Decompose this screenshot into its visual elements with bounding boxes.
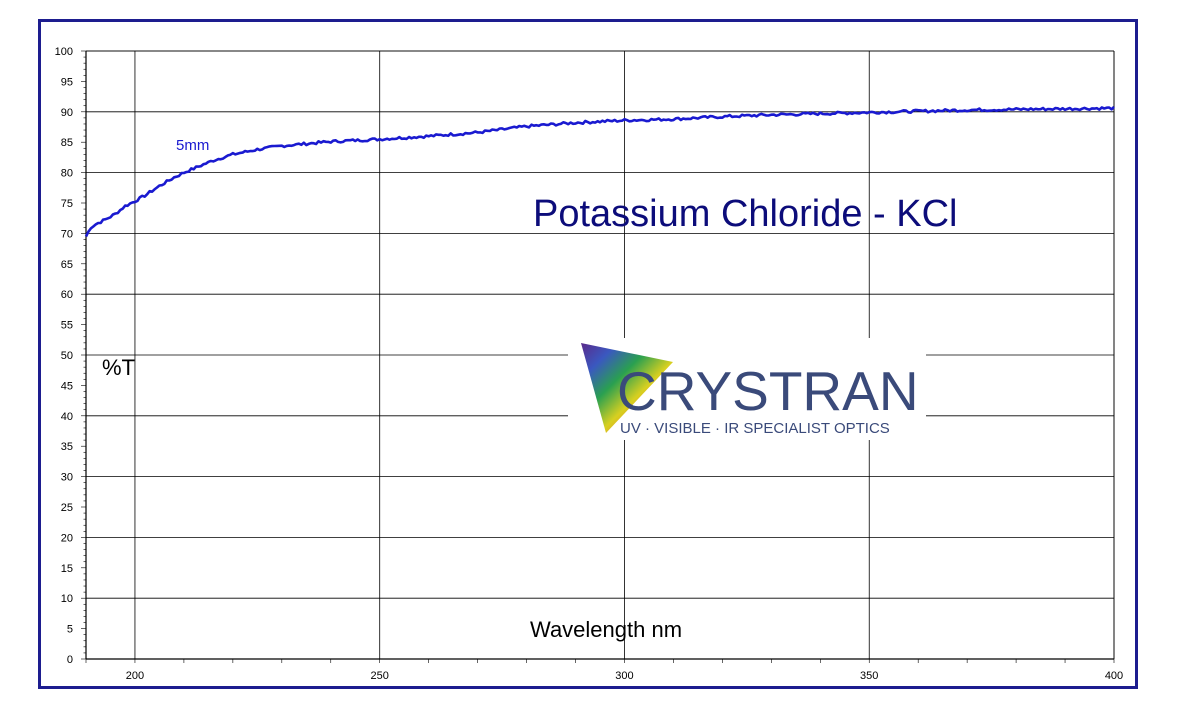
y-tick-label: 100 <box>55 46 73 58</box>
series-5mm-line <box>84 105 1115 238</box>
y-tick-label: 75 <box>61 198 73 210</box>
x-tick-labels: 200 250 300 350 400 <box>126 670 1123 682</box>
y-tick-label: 10 <box>61 593 73 605</box>
y-tick-labels: 0 5 10 15 20 25 30 35 40 45 50 55 60 65 70 75 80 85 90 95 10… <box>55 46 73 666</box>
y-tick-label: 15 <box>61 563 73 575</box>
y-tick-label: 5 <box>67 624 73 636</box>
logo-name: CRYSTRAN <box>617 360 919 422</box>
x-tick-label: 400 <box>1105 670 1123 682</box>
series-label-5mm: 5mm <box>176 137 209 154</box>
y-tick-label: 55 <box>61 320 73 332</box>
y-tick-label: 90 <box>61 107 73 119</box>
logo-tagline: UV · VISIBLE · IR SPECIALIST OPTICS <box>620 420 890 437</box>
chart-frame <box>38 19 1138 689</box>
y-tick-label: 30 <box>61 472 73 484</box>
x-tick-label: 300 <box>615 670 633 682</box>
y-tick-label: 25 <box>61 502 73 514</box>
crystran-logo: CRYSTRAN UV · VISIBLE · IR SPECIALIST OP… <box>568 338 926 440</box>
y-axis-label: %T <box>102 355 135 380</box>
x-tick-label: 250 <box>371 670 389 682</box>
y-tick-label: 60 <box>61 289 73 301</box>
y-tick-label: 65 <box>61 259 73 271</box>
x-tick-label: 200 <box>126 670 144 682</box>
x-tick-label: 350 <box>860 670 878 682</box>
y-tick-label: 50 <box>61 350 73 362</box>
y-tick-label: 85 <box>61 137 73 149</box>
y-tick-label: 45 <box>61 380 73 392</box>
y-tick-label: 0 <box>67 654 73 666</box>
y-tick-label: 20 <box>61 532 73 544</box>
chart-title: Potassium Chloride - KCl <box>533 193 957 235</box>
y-tick-label: 35 <box>61 441 73 453</box>
y-tick-label: 80 <box>61 168 73 180</box>
y-tick-label: 95 <box>61 76 73 88</box>
prism-icon <box>581 343 673 433</box>
x-axis-label: Wavelength nm <box>530 617 682 642</box>
y-tick-label: 40 <box>61 411 73 423</box>
y-tick-label: 70 <box>61 228 73 240</box>
